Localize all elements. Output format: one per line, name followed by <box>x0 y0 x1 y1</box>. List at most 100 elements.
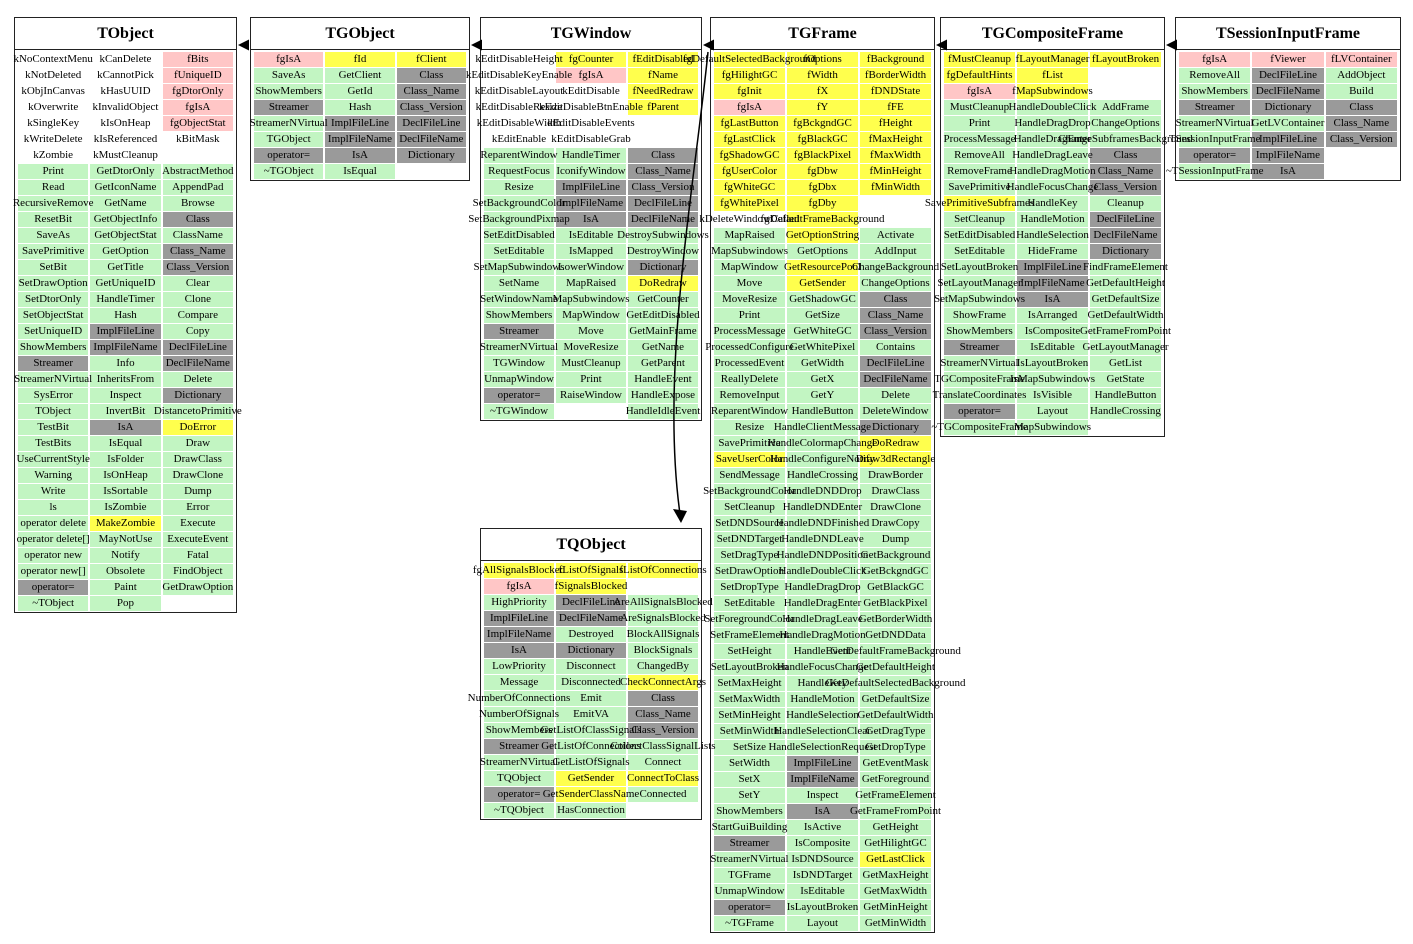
member-cell: Resize <box>714 419 785 435</box>
member-cell: Move <box>556 323 626 339</box>
member-cell: HandleEvent <box>628 371 698 387</box>
member-cell: SetMaxWidth <box>714 691 785 707</box>
member-label: Warning <box>34 468 72 481</box>
member-cell: GetDefaultSize <box>860 691 931 707</box>
member-cell: Paint <box>90 579 161 595</box>
member-label: RequestFocus <box>488 164 550 177</box>
member-label: fgIsA <box>966 84 993 97</box>
member-label: IsA <box>511 643 527 656</box>
member-cell: HandleDragLeave <box>782 611 863 627</box>
member-cell: HandleEvent <box>787 643 858 659</box>
member-grid: fgIsA fId fClient SaveAs GetClient Class ShowM… <box>250 50 469 180</box>
member-cell: SetDropType <box>714 579 785 595</box>
member-row: Streamer IsComposite GetHilightGC <box>713 835 932 851</box>
member-label: Layout <box>806 916 839 929</box>
member-cell: kEditDisableEvents <box>547 115 635 131</box>
member-row: ShowMembers DeclFileName Build <box>1178 83 1398 99</box>
member-label: Read <box>41 180 65 193</box>
member-label: DeclFileLine <box>1096 212 1155 225</box>
member-row: fMustCleanup fLayoutManager fLayoutBroken <box>943 51 1162 67</box>
member-cell: operator= <box>714 899 785 915</box>
member-row: SetWindowName MapSubwindows GetCounter <box>480 291 699 307</box>
empty-cell <box>1090 420 1161 435</box>
member-label: SetWindowName <box>480 292 558 305</box>
member-label: fMapSubwindows <box>1012 84 1093 97</box>
member-label: fViewer <box>1270 52 1306 65</box>
member-cell: SetEditDisabled <box>483 227 555 243</box>
member-label: GetBlackPixel <box>863 596 928 609</box>
member-cell: SavePrimitiveSubframes <box>925 195 1034 211</box>
member-cell: NumberOfSignals <box>479 706 559 722</box>
member-cell: DrawCopy <box>860 515 931 531</box>
member-label: fMinWidth <box>870 180 921 193</box>
member-cell: kNotDeleted <box>18 67 89 83</box>
member-label: MapSubwindows <box>552 292 630 305</box>
member-row: StreamerNVirtual IsDNDSource GetLastClick <box>710 851 932 867</box>
member-cell: TestBit <box>18 419 89 435</box>
member-row: StreamerNVirtual MoveResize GetName <box>480 339 699 355</box>
member-cell: ImplFileName <box>484 626 554 642</box>
member-label: RemoveAll <box>954 148 1005 161</box>
member-cell: GetBorderWidth <box>859 611 932 627</box>
member-label: Connected <box>639 787 687 800</box>
member-row: SetHeight HandleEvent GetDefaultFrameBackg… <box>713 643 961 659</box>
member-cell: DoRedraw <box>628 275 698 291</box>
member-row: kNoContextMenu kCanDelete fBits <box>13 51 234 67</box>
member-label: HasConnection <box>557 803 625 816</box>
member-cell: DestroySubwindows <box>617 227 709 243</box>
member-label: ProcessedConfigure <box>705 340 794 353</box>
member-label: fgDefaultFrameBackground <box>760 212 885 225</box>
member-row: Resize HandleClientMessage Dictionary <box>713 419 932 435</box>
member-label: fMinHeight <box>869 164 922 177</box>
member-cell: kEditDisableHeight <box>475 51 563 67</box>
member-cell: Streamer <box>484 323 554 339</box>
member-cell: DeclFileName <box>1252 83 1324 99</box>
member-cell: Resize <box>484 179 554 195</box>
member-row: kEditDisableWidth kEditDisableEvents <box>477 115 699 131</box>
member-cell: fLVContainer <box>1325 51 1397 67</box>
member-cell: SetEditable <box>484 243 554 259</box>
member-cell: Print <box>944 115 1015 131</box>
member-row: SetDrawOption GetUniqueID Clear <box>17 275 234 291</box>
member-label: SetX <box>738 772 761 785</box>
member-cell: operator= <box>18 579 89 595</box>
member-cell: operator new <box>18 547 89 563</box>
member-label: IsComposite <box>794 836 851 849</box>
member-cell: BlockSignals <box>628 642 698 658</box>
member-cell: AreSignalsBlocked <box>620 610 706 626</box>
member-row: SetDragType HandleDNDPosition GetBackgroun… <box>713 547 932 563</box>
member-label: SetBackgroundColor <box>472 196 566 209</box>
member-cell: ExecuteEvent <box>162 531 233 547</box>
member-cell: HandleDragDrop <box>1014 115 1091 131</box>
member-label: ReallyDelete <box>720 372 779 385</box>
member-row: TestBits IsEqual Draw <box>17 435 234 451</box>
member-label: Streamer <box>499 324 539 337</box>
member-cell: GetTitle <box>90 259 161 275</box>
member-cell: fLayoutManager <box>1016 51 1089 67</box>
member-cell: SetDNDTarget <box>714 531 785 547</box>
member-label: IsOnHeap <box>103 468 148 481</box>
member-label: DoError <box>179 420 217 433</box>
member-label: DistancetoPrimitive <box>153 404 242 417</box>
member-label: HandleFocusChange <box>776 660 869 673</box>
member-label: fX <box>816 84 829 97</box>
empty-cell <box>628 132 698 147</box>
member-cell: ImplFileLine <box>325 115 395 131</box>
member-label: fgDbx <box>808 180 837 193</box>
member-cell: IsEqual <box>325 163 395 179</box>
member-label: UnmapWindow <box>714 884 785 897</box>
member-row: fgDefaultSelectedBackground fOptions fBack… <box>683 51 932 67</box>
member-cell: fgLastButton <box>714 115 785 131</box>
member-label: GetName <box>104 196 147 209</box>
member-cell: SetMinHeight <box>714 707 785 723</box>
member-cell: fgBlackPixel <box>787 147 858 163</box>
member-row: SetDtorOnly HandleTimer Clone <box>17 291 234 307</box>
member-row: SetDNDTarget HandleDNDLeave Dump <box>713 531 932 547</box>
member-cell: Compare <box>162 307 233 323</box>
member-label: GetDefaultHeight <box>1086 276 1165 289</box>
member-row: operator delete MakeZombie Execute <box>17 515 234 531</box>
member-row: kSingleKey kIsOnHeap fgObjectStat <box>17 115 234 131</box>
member-label: Info <box>116 356 135 369</box>
member-cell: GetName <box>628 339 698 355</box>
member-label: RecursiveRemove <box>12 196 94 209</box>
